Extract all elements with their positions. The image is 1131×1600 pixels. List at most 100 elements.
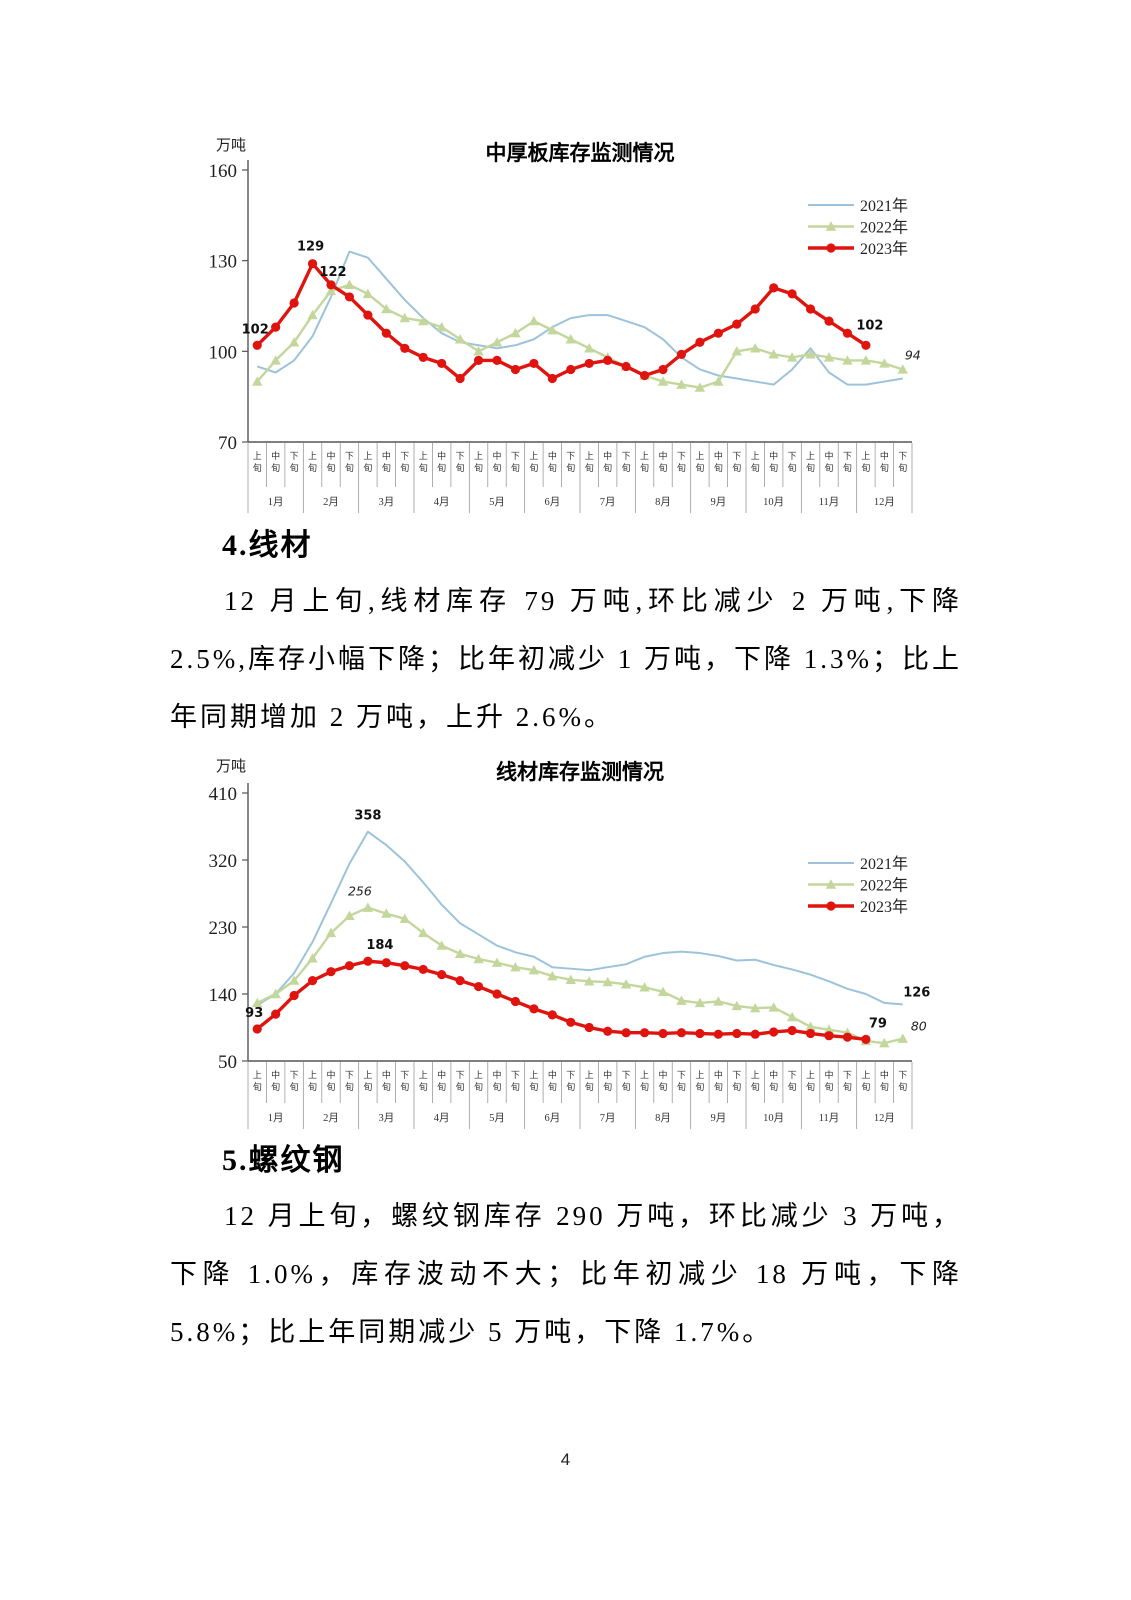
legend-label: 2023年 bbox=[860, 240, 908, 258]
svg-text:旬: 旬 bbox=[824, 462, 833, 473]
svg-text:8月: 8月 bbox=[655, 496, 671, 508]
data-label: 122 bbox=[319, 265, 346, 280]
svg-text:4月: 4月 bbox=[434, 1112, 450, 1124]
svg-text:中: 中 bbox=[658, 1069, 667, 1080]
svg-text:下: 下 bbox=[843, 1070, 852, 1080]
data-label: 184 bbox=[366, 938, 393, 953]
svg-text:中: 中 bbox=[326, 1069, 335, 1080]
rebar-paragraph: 12 月上旬，螺纹钢库存 290 万吨，环比减少 3 万吨，下降 1.0%，库存… bbox=[170, 1201, 962, 1347]
svg-text:下: 下 bbox=[290, 1070, 299, 1080]
svg-text:旬: 旬 bbox=[585, 462, 594, 473]
svg-text:旬: 旬 bbox=[695, 1081, 704, 1092]
svg-text:410: 410 bbox=[209, 784, 238, 805]
svg-text:中: 中 bbox=[880, 450, 889, 461]
svg-text:中: 中 bbox=[603, 1069, 612, 1080]
svg-text:5月: 5月 bbox=[489, 1112, 505, 1124]
section-heading-rebar: 5.螺纹钢 bbox=[222, 1144, 345, 1177]
svg-text:下: 下 bbox=[622, 451, 631, 461]
svg-text:3月: 3月 bbox=[378, 1112, 394, 1124]
data-label: 129 bbox=[297, 240, 324, 255]
wire-rod-inventory-chart: 41032023014050上旬中旬下旬上旬中旬下旬上旬中旬下旬上旬中旬下旬上旬… bbox=[209, 758, 930, 1129]
data-label: 256 bbox=[348, 884, 372, 899]
svg-text:5月: 5月 bbox=[489, 496, 505, 508]
svg-text:70: 70 bbox=[218, 433, 237, 454]
svg-text:旬: 旬 bbox=[658, 462, 667, 473]
svg-text:下: 下 bbox=[290, 451, 299, 461]
legend-label: 2021年 bbox=[860, 197, 908, 215]
svg-text:中: 中 bbox=[326, 450, 335, 461]
svg-text:旬: 旬 bbox=[622, 1081, 631, 1092]
svg-text:中: 中 bbox=[714, 450, 723, 461]
svg-text:160: 160 bbox=[209, 161, 238, 182]
svg-text:旬: 旬 bbox=[400, 462, 409, 473]
svg-text:中: 中 bbox=[824, 1069, 833, 1080]
svg-text:旬: 旬 bbox=[290, 1081, 299, 1092]
svg-text:旬: 旬 bbox=[382, 1081, 391, 1092]
svg-text:旬: 旬 bbox=[290, 462, 299, 473]
svg-text:旬: 旬 bbox=[769, 462, 778, 473]
svg-text:10月: 10月 bbox=[763, 496, 784, 508]
svg-text:上: 上 bbox=[751, 1070, 760, 1080]
svg-text:上: 上 bbox=[806, 451, 815, 461]
data-label: 80 bbox=[911, 1019, 927, 1034]
svg-text:中: 中 bbox=[437, 1069, 446, 1080]
svg-text:下: 下 bbox=[677, 1070, 686, 1080]
svg-text:下: 下 bbox=[511, 1070, 520, 1080]
svg-text:旬: 旬 bbox=[529, 1081, 538, 1092]
svg-text:下: 下 bbox=[456, 1070, 465, 1080]
svg-text:下: 下 bbox=[400, 451, 409, 461]
legend-label: 2022年 bbox=[860, 877, 908, 895]
svg-text:旬: 旬 bbox=[640, 1081, 649, 1092]
svg-text:上: 上 bbox=[474, 451, 483, 461]
svg-text:旬: 旬 bbox=[271, 1081, 280, 1092]
svg-text:中: 中 bbox=[271, 450, 280, 461]
svg-text:11月: 11月 bbox=[819, 1112, 840, 1124]
svg-text:中: 中 bbox=[880, 1069, 889, 1080]
svg-text:旬: 旬 bbox=[843, 1081, 852, 1092]
svg-text:旬: 旬 bbox=[566, 462, 575, 473]
svg-text:旬: 旬 bbox=[751, 462, 760, 473]
svg-text:旬: 旬 bbox=[806, 462, 815, 473]
svg-text:旬: 旬 bbox=[843, 462, 852, 473]
svg-text:旬: 旬 bbox=[437, 462, 446, 473]
svg-text:上: 上 bbox=[861, 451, 870, 461]
svg-text:12月: 12月 bbox=[874, 1112, 895, 1124]
svg-text:上: 上 bbox=[308, 1070, 317, 1080]
svg-text:旬: 旬 bbox=[456, 462, 465, 473]
axis-unit-label: 万吨 bbox=[216, 137, 246, 154]
svg-text:上: 上 bbox=[806, 1070, 815, 1080]
svg-text:旬: 旬 bbox=[511, 1081, 520, 1092]
svg-text:旬: 旬 bbox=[788, 462, 797, 473]
svg-text:中: 中 bbox=[271, 1069, 280, 1080]
svg-text:中: 中 bbox=[382, 450, 391, 461]
svg-text:旬: 旬 bbox=[437, 1081, 446, 1092]
axes: 16013010070上旬中旬下旬上旬中旬下旬上旬中旬下旬上旬中旬下旬上旬中旬下… bbox=[209, 160, 913, 513]
svg-text:下: 下 bbox=[345, 451, 354, 461]
svg-text:下: 下 bbox=[511, 451, 520, 461]
axes: 41032023014050上旬中旬下旬上旬中旬下旬上旬中旬下旬上旬中旬下旬上旬… bbox=[209, 783, 913, 1129]
svg-text:上: 上 bbox=[253, 451, 262, 461]
svg-text:8月: 8月 bbox=[655, 1112, 671, 1124]
wire-rod-inventory-chart-figure: 410 320 230 140 50 上旬中旬下旬上旬中旬下旬上旬中旬下旬上旬中旬下旬上旬… bbox=[180, 745, 1020, 1148]
svg-text:中: 中 bbox=[492, 1069, 501, 1080]
page-number: 4 bbox=[560, 1450, 571, 1469]
legend-label: 2021年 bbox=[860, 855, 908, 873]
data-label: 79 bbox=[869, 1016, 887, 1031]
svg-text:旬: 旬 bbox=[677, 462, 686, 473]
svg-text:6月: 6月 bbox=[544, 496, 560, 508]
svg-text:1月: 1月 bbox=[268, 1112, 284, 1124]
svg-text:上: 上 bbox=[474, 1070, 483, 1080]
data-label: 358 bbox=[354, 809, 381, 824]
svg-text:旬: 旬 bbox=[511, 462, 520, 473]
svg-text:9月: 9月 bbox=[710, 1112, 726, 1124]
svg-text:旬: 旬 bbox=[400, 1081, 409, 1092]
svg-text:上: 上 bbox=[695, 1070, 704, 1080]
svg-text:旬: 旬 bbox=[492, 1081, 501, 1092]
svg-text:旬: 旬 bbox=[585, 1081, 594, 1092]
legend-label: 2022年 bbox=[860, 219, 908, 237]
svg-text:旬: 旬 bbox=[253, 462, 262, 473]
legend-label: 2023年 bbox=[860, 898, 908, 916]
data-label: 102 bbox=[242, 322, 269, 337]
svg-text:上: 上 bbox=[419, 451, 428, 461]
